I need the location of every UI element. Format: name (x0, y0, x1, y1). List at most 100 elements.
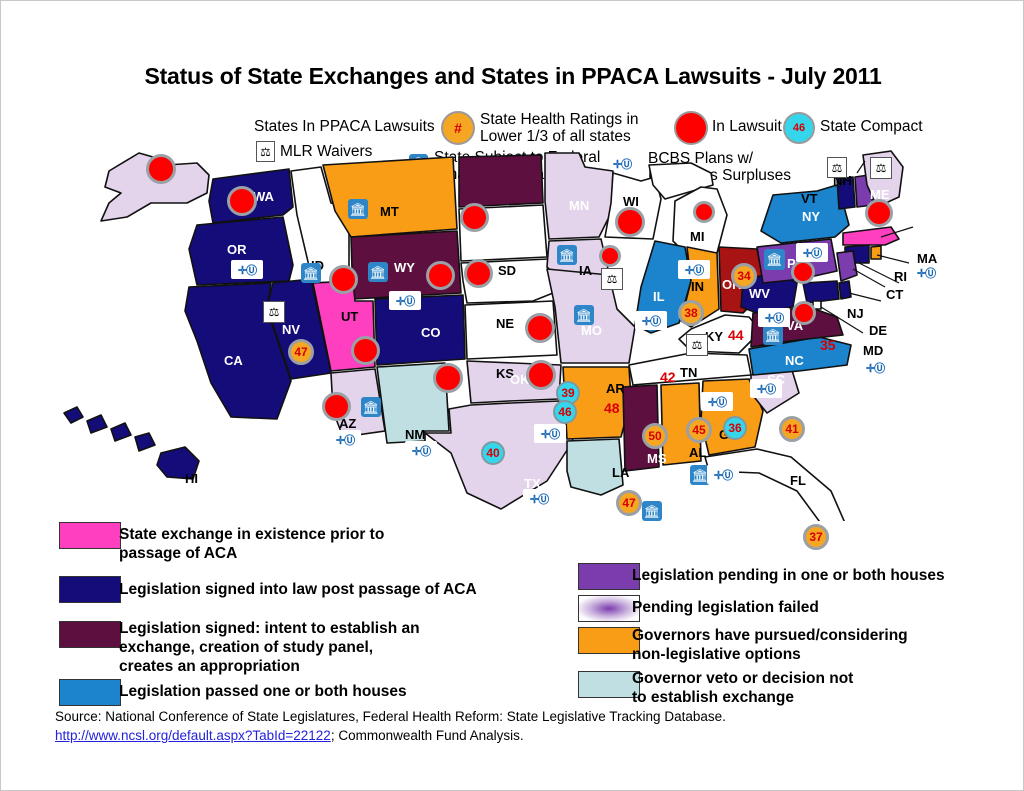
state-MT (322, 156, 458, 238)
state-label-KY: KY (705, 329, 724, 344)
state-label-MO: MO (581, 323, 602, 338)
state-label-AZ: AZ (339, 416, 357, 431)
mlr-waiver-icon-NH: ⚖ (827, 157, 847, 178)
state-label-NE: NE (496, 316, 515, 331)
in-lawsuit-key-icon (674, 111, 708, 145)
state-label-SD: SD (498, 263, 517, 278)
mlr-waiver-icon-IA: ⚖ (601, 268, 623, 290)
page-title: Status of State Exchanges and States in … (144, 63, 882, 89)
state-ND (458, 154, 544, 208)
mlr-waiver-key-icon: ⚖ (256, 141, 275, 162)
key-state-compact-label: State Compact (820, 118, 923, 135)
key-mlr-label: MLR Waivers (280, 143, 373, 160)
bcbs-icon-DC: ✛Ⓤ (859, 358, 891, 377)
lawsuit-dot-ID (329, 265, 358, 294)
lawsuit-dot-KS (526, 360, 556, 390)
state-label-LA: LA (612, 465, 630, 480)
health-rating-KY: 44 (728, 327, 744, 343)
legend-swatch-signed-law (59, 576, 121, 603)
state-MI-upper (648, 162, 714, 200)
legend-swatch-pending-failed (578, 595, 640, 622)
state-label-VT: VT (801, 191, 818, 206)
bcbs-icon-NC: ✛Ⓤ (750, 379, 782, 398)
rate-review-icon-PA: 🏛 (764, 249, 785, 270)
bcbs-icon-WY: ✛Ⓤ (389, 291, 421, 310)
state-DE (838, 280, 852, 300)
key-in-lawsuit-label: In Lawsuit (712, 118, 782, 135)
health-rating-NV: 47 (288, 339, 314, 365)
health-rating-IN: 38 (678, 300, 704, 326)
legend-label-signed-law: Legislation signed into law post passage… (119, 581, 477, 598)
us-choropleth-map: WA OR CA NV ID MT WY UT CO AZ NM ND SD N… (1, 141, 1024, 550)
source-line2: http://www.ncsl.org/default.aspx?TabId=2… (55, 726, 726, 745)
source-line1: Source: National Conference of State Leg… (55, 709, 726, 724)
state-label-NV: NV (282, 322, 301, 337)
lawsuit-dot-WI (615, 207, 645, 237)
state-label-DE: DE (869, 323, 888, 338)
lawsuit-dot-NE (525, 313, 555, 343)
state-label-MN: MN (569, 198, 590, 213)
lawsuit-dot-ND (460, 203, 489, 232)
health-rating-key-glyph: # (454, 120, 462, 136)
rate-review-icon-AL: 🏛 (690, 465, 710, 485)
state-label-NY: NY (802, 209, 821, 224)
lawsuit-dot-VA (792, 301, 816, 325)
state-MS (622, 384, 660, 472)
health-rating-TN: 42 (660, 369, 676, 385)
state-label-OR: OR (227, 242, 247, 257)
state-compact-OK: 46 (553, 400, 577, 424)
state-label-WI: WI (623, 194, 639, 209)
health-rating-key-icon: # (441, 111, 475, 145)
bcbs-icon-WV: ✛Ⓤ (758, 308, 790, 327)
source-link[interactable]: http://www.ncsl.org/default.aspx?TabId=2… (55, 728, 331, 743)
lawsuit-dot-UT (351, 336, 380, 365)
health-rating-OH: 34 (731, 263, 757, 289)
state-label-MT: MT (380, 204, 399, 219)
legend-label-governor-options: Governors have pursued/considering non-l… (632, 627, 908, 663)
state-label-TN: TN (680, 365, 698, 380)
lawsuit-dot-PA (791, 260, 815, 284)
rate-review-icon-ID: 🏛 (301, 263, 321, 283)
key-bcbs-line1: BCBS Plans w/ (648, 150, 754, 167)
state-RI (870, 245, 882, 260)
lawsuit-dot-WA (227, 186, 257, 216)
state-label-RI: RI (894, 269, 907, 284)
lawsuit-dot-SD (464, 259, 493, 288)
health-rating-SC: 41 (779, 416, 805, 442)
state-compact-key-value: 46 (792, 122, 806, 134)
health-rating-AR: 48 (604, 400, 620, 416)
lawsuit-dot-AZ (322, 392, 351, 421)
callout-leader-lines (820, 160, 914, 334)
lawsuit-dot-CO (433, 363, 463, 393)
health-rating-FL: 37 (803, 524, 829, 550)
source-note: Source: National Conference of State Leg… (55, 707, 726, 745)
state-label-MA: MA (917, 251, 938, 266)
lawsuit-dot-ME (865, 199, 893, 227)
legend-swatch-passed-house (59, 679, 121, 706)
state-LA (566, 438, 624, 496)
state-MA (842, 226, 900, 246)
state-compact-TX: 40 (481, 441, 505, 465)
legend-label-pending: Legislation pending in one or both house… (632, 567, 945, 584)
state-label-KS: KS (496, 366, 515, 381)
rate-review-icon-IA: 🏛 (557, 245, 577, 265)
state-MD (802, 280, 840, 304)
key-health-rating-line2: Lower 1/3 of all states (480, 128, 631, 145)
source-line2-tail: ; Commonwealth Fund Analysis. (330, 728, 524, 743)
state-label-ND: ND (492, 217, 511, 232)
bcbs-icon-TX: ✛Ⓤ (523, 489, 555, 508)
legend-label-governor-veto: Governor veto or decision not to establi… (632, 670, 854, 706)
lawsuit-dot-WY (426, 261, 455, 290)
state-label-AR: AR (606, 381, 625, 396)
state-label-NM: NM (405, 427, 426, 442)
state-VT (836, 176, 856, 210)
state-label-WY: WY (394, 260, 415, 275)
bcbs-icon-OK: ✛Ⓤ (534, 424, 566, 443)
state-label-WV: WV (749, 286, 770, 301)
bcbs-icon-IL: ✛Ⓤ (635, 311, 667, 330)
legend-label-pre-aca: State exchange in existence prior to pas… (119, 526, 385, 562)
rate-review-icon-MO: 🏛 (574, 305, 594, 325)
state-compact-key-icon: 46 (783, 112, 815, 144)
bcbs-key-icon: ✛Ⓤ (605, 154, 639, 174)
